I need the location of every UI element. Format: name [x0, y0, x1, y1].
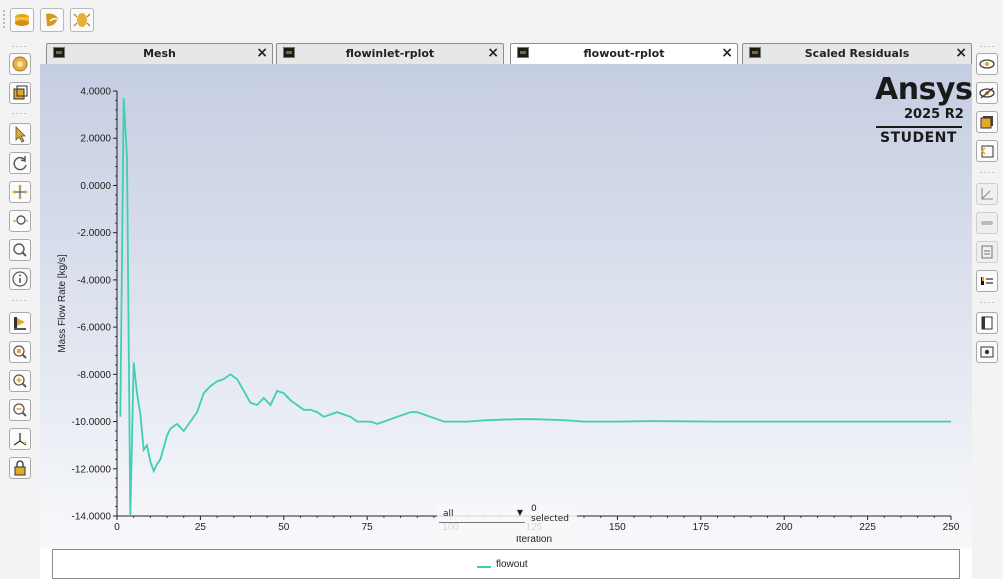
lock-icon[interactable] [9, 457, 31, 479]
toolbar-separator [12, 113, 28, 114]
curve-filter: all ▼ 0 selected [437, 504, 577, 536]
toolbar-separator [12, 300, 28, 301]
tab-mesh[interactable]: Mesh × [46, 43, 273, 64]
x-tick-label: 75 [362, 522, 374, 533]
logo-edition: STUDENT [880, 130, 957, 146]
x-tick-label: 50 [278, 522, 290, 533]
right-toolbar [972, 40, 1003, 579]
tab-thumbnail-icon [53, 47, 65, 58]
x-tick-label: 250 [943, 522, 960, 533]
tab-flowinlet-rplot[interactable]: flowinlet-rplot × [276, 43, 504, 64]
zoom-icon[interactable] [9, 210, 31, 232]
view-icon[interactable] [976, 53, 998, 75]
select-arrow-icon[interactable] [9, 123, 31, 145]
logo-version: 2025 R2 [904, 107, 964, 122]
x-tick-label: 0 [114, 522, 120, 533]
toolbar-separator [12, 46, 28, 47]
toolbar-separator [980, 172, 996, 173]
y-tick-label: -2.0000 [77, 228, 111, 239]
x-tick-label: 200 [776, 522, 793, 533]
close-icon[interactable]: × [487, 45, 499, 61]
tab-label: flowout-rplot [583, 47, 665, 60]
pan-icon[interactable] [9, 181, 31, 203]
toolbar-separator [980, 46, 996, 47]
y-tick-label: -6.0000 [77, 323, 111, 334]
series-line-flowout [119, 98, 951, 517]
document-icon[interactable] [976, 241, 998, 263]
top-toolbar [0, 0, 1003, 40]
y-tick-label: -8.0000 [77, 370, 111, 381]
probe-icon[interactable] [9, 312, 31, 334]
curve-filter-value: all [443, 509, 454, 519]
logo-brand: Ansys [875, 72, 973, 107]
curve-filter-dropdown[interactable]: all ▼ [439, 508, 525, 523]
tab-strip: Mesh × flowinlet-rplot × flowout-rplot ×… [40, 40, 972, 64]
plot-icon[interactable] [976, 183, 998, 205]
legend-label: flowout [496, 559, 528, 570]
plot-legend: flowout [52, 549, 960, 579]
close-icon[interactable]: × [256, 45, 268, 61]
y-axis-title: Mass Flow Rate [kg/s] [57, 254, 68, 353]
residual-plot[interactable]: 4.0000 2.0000 0.0000 -2.0000 -4.0000 -6.0000 -… [40, 64, 972, 549]
logo-divider [876, 126, 962, 128]
tab-label: Scaled Residuals [804, 47, 910, 60]
info-icon[interactable] [9, 268, 31, 290]
y-tick-label: -12.0000 [72, 464, 112, 475]
toolbar-grip[interactable] [3, 10, 5, 30]
fit-view-icon[interactable] [9, 82, 31, 104]
zoom-box-icon[interactable] [9, 239, 31, 261]
color-icon[interactable] [40, 8, 64, 32]
legend-icon[interactable] [976, 270, 998, 292]
hide-icon[interactable] [976, 82, 998, 104]
window-icon[interactable] [976, 111, 998, 133]
close-icon[interactable]: × [721, 45, 733, 61]
selection-count: 0 selected [531, 504, 569, 524]
display-icon[interactable] [10, 8, 34, 32]
zoom-reset-icon[interactable] [9, 399, 31, 421]
y-tick-label: 2.0000 [80, 134, 111, 145]
x-axis-title: Iteration [516, 534, 552, 545]
toolbar-separator [980, 302, 996, 303]
tab-label: Mesh [143, 47, 176, 60]
rotate-icon[interactable] [9, 152, 31, 174]
slider-icon[interactable] [976, 212, 998, 234]
lighting-icon[interactable] [70, 8, 94, 32]
graphics-window[interactable] [40, 64, 972, 549]
tab-label: flowinlet-rplot [345, 47, 435, 60]
close-icon[interactable]: × [955, 45, 967, 61]
x-tick-label: 150 [609, 522, 626, 533]
y-tick-label: -14.0000 [72, 512, 112, 523]
tab-thumbnail-icon [749, 47, 761, 58]
display-mesh-icon[interactable] [9, 53, 31, 75]
tab-flowout-rplot[interactable]: flowout-rplot × [510, 43, 738, 64]
x-tick-label: 225 [859, 522, 876, 533]
zoom-out-icon[interactable] [9, 370, 31, 392]
y-tick-label: -10.0000 [72, 417, 112, 428]
chevron-down-icon: ▼ [516, 508, 523, 517]
y-tick-label: 0.0000 [80, 181, 111, 192]
x-tick-label: 25 [195, 522, 207, 533]
legend-swatch [477, 566, 491, 568]
y-tick-label: 4.0000 [80, 87, 111, 98]
left-toolbar [0, 40, 40, 579]
tab-scaled-residuals[interactable]: Scaled Residuals × [742, 43, 972, 64]
camera-icon[interactable] [976, 341, 998, 363]
zoom-in-icon[interactable] [9, 341, 31, 363]
y-tick-label: -4.0000 [77, 275, 111, 286]
axes-icon[interactable] [9, 428, 31, 450]
x-tick-label: 175 [692, 522, 709, 533]
tab-thumbnail-icon [517, 47, 529, 58]
tab-thumbnail-icon [283, 47, 295, 58]
undo-icon[interactable] [976, 140, 998, 162]
copy-icon[interactable] [976, 312, 998, 334]
